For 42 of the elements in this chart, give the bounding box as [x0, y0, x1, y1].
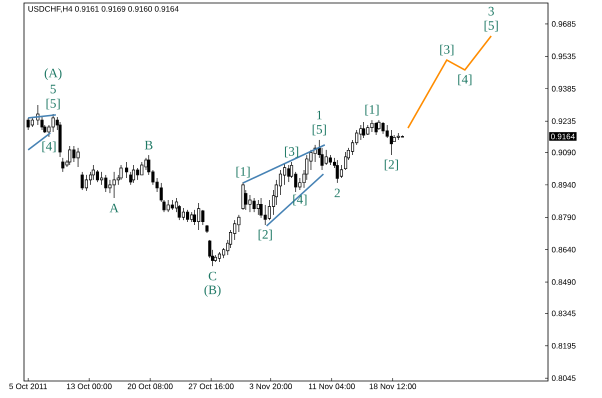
annotation: B — [144, 140, 152, 150]
candlestick — [125, 162, 128, 178]
candlestick — [370, 120, 374, 132]
annotation: [2] — [258, 230, 272, 240]
candlestick — [72, 146, 76, 162]
candlestick — [259, 198, 263, 218]
annotation: 2 — [334, 188, 340, 198]
candlestick — [248, 194, 252, 212]
annotation: [3] — [440, 44, 454, 56]
annotation: C — [208, 272, 216, 280]
candlestick — [119, 164, 123, 180]
candlestick — [218, 252, 222, 262]
annotation: [4] — [42, 142, 56, 152]
candlestick — [40, 116, 44, 130]
annotation: [2] — [384, 160, 398, 170]
candlestick — [278, 170, 282, 196]
candlestick — [58, 122, 62, 158]
annotation: A — [110, 204, 119, 212]
candlestick — [88, 172, 92, 186]
candlestick — [192, 210, 196, 226]
annotation: [5] — [46, 98, 60, 110]
annotation: 1 — [317, 110, 322, 120]
candlestick — [76, 148, 80, 168]
candlestick — [320, 148, 324, 170]
candlestick — [205, 224, 209, 234]
candlestick — [132, 164, 136, 184]
annotation: [5] — [312, 124, 326, 136]
annotation: [4] — [458, 74, 472, 86]
annotation: [5] — [484, 20, 498, 32]
annotation: 3 — [488, 6, 494, 16]
annotation: [3] — [284, 146, 298, 158]
annotation: [1] — [236, 166, 250, 178]
annotation: [1] — [365, 104, 379, 116]
line-series — [407, 35, 492, 129]
candlestick — [96, 170, 100, 182]
candlestick — [340, 164, 344, 178]
annotation: (B) — [204, 285, 221, 297]
candlestick — [182, 208, 185, 220]
annotation: 5 — [50, 84, 56, 94]
candlestick — [186, 210, 190, 222]
candlestick — [381, 122, 385, 134]
annotation: (A) — [44, 68, 62, 80]
